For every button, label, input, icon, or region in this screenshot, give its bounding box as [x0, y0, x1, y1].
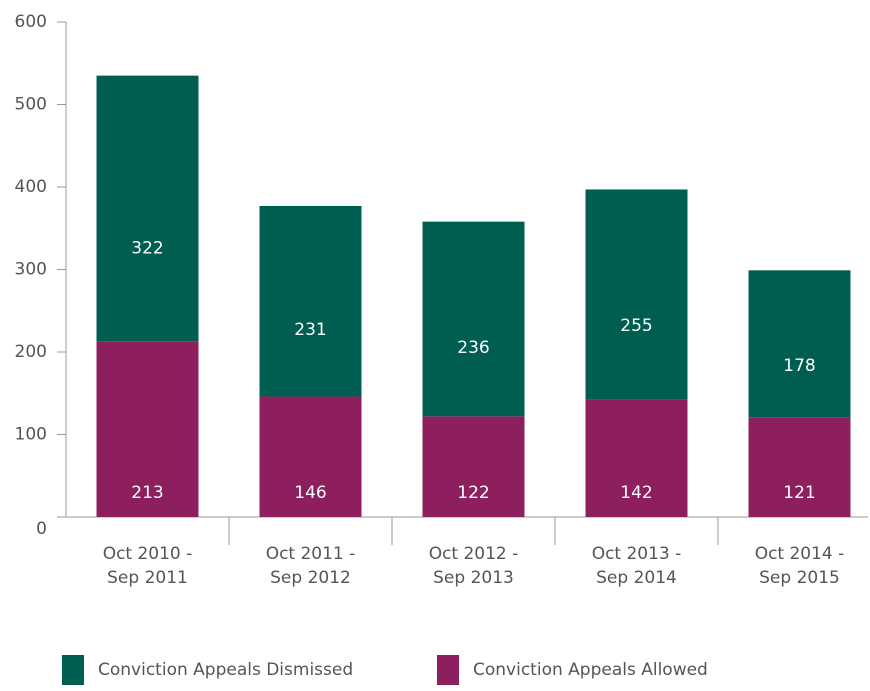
- legend-label: Conviction Appeals Dismissed: [98, 660, 353, 680]
- data-label: 142: [620, 483, 652, 503]
- bar-segment: [748, 270, 851, 418]
- y-tick-label: 200: [15, 342, 47, 362]
- x-tick-label: Oct 2011 -Sep 2012: [266, 544, 356, 588]
- bar-segment: [259, 205, 362, 397]
- legend-label: Conviction Appeals Allowed: [473, 660, 708, 680]
- bar-segment: [96, 341, 199, 517]
- bar-segment: [748, 417, 851, 517]
- data-label: 322: [131, 238, 163, 258]
- bar-segment: [422, 416, 525, 517]
- data-label: 178: [783, 356, 815, 376]
- data-label: 146: [294, 483, 326, 503]
- data-label: 231: [294, 320, 326, 340]
- legend-swatch: [62, 655, 84, 685]
- bar-segment: [259, 396, 362, 517]
- bar-segment: [422, 221, 525, 417]
- x-tick-label: Oct 2010 -Sep 2011: [103, 544, 193, 588]
- bar-segment: [585, 399, 688, 517]
- y-tick-label: 300: [15, 260, 47, 280]
- x-tick-label: Oct 2013 -Sep 2014: [592, 544, 682, 588]
- data-label: 121: [783, 483, 815, 503]
- x-tick-label: Oct 2012 -Sep 2013: [429, 544, 519, 588]
- y-tick-label: 100: [15, 425, 47, 445]
- y-tick-label: 600: [15, 12, 47, 32]
- data-label: 122: [457, 483, 489, 503]
- y-tick-label: 0: [36, 519, 47, 539]
- data-label: 255: [620, 316, 652, 336]
- bar-segment: [96, 75, 199, 342]
- data-label: 213: [131, 483, 163, 503]
- y-tick-label: 500: [15, 95, 47, 115]
- data-label: 236: [457, 338, 489, 358]
- bar-segment: [585, 189, 688, 400]
- x-tick-label: Oct 2014 -Sep 2015: [755, 544, 845, 588]
- y-tick-label: 400: [15, 177, 47, 197]
- legend-swatch: [437, 655, 459, 685]
